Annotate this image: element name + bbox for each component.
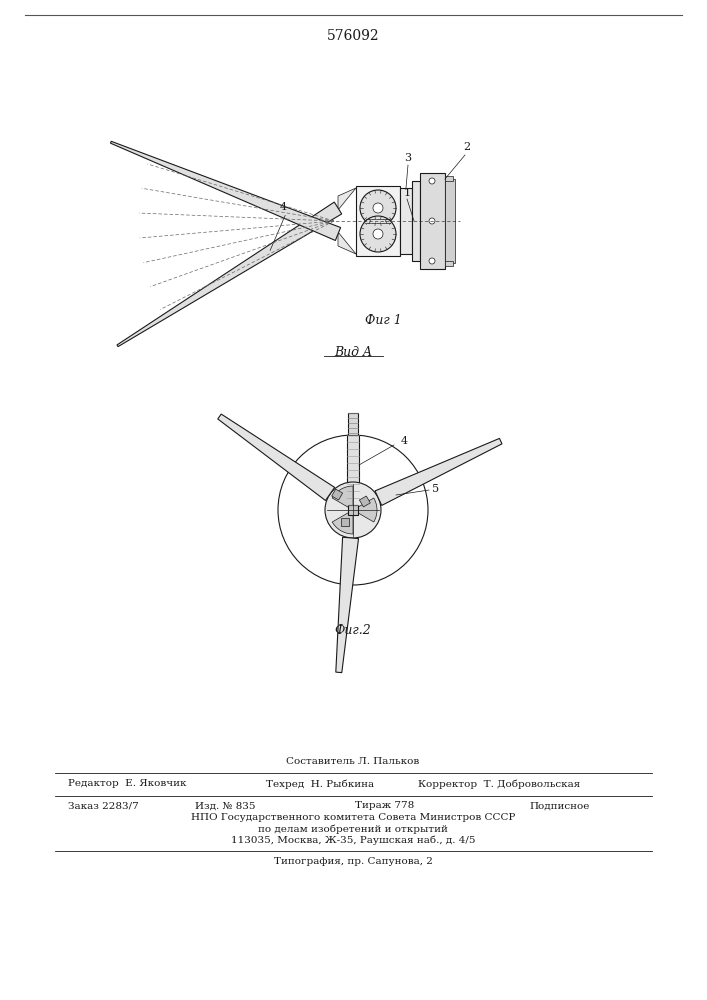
- Text: Корректор  Т. Добровольская: Корректор Т. Добровольская: [418, 779, 580, 789]
- Bar: [347, 435, 359, 510]
- Text: Техред  Н. Рыбкина: Техред Н. Рыбкина: [266, 779, 374, 789]
- Text: Фиг 1: Фиг 1: [365, 314, 402, 326]
- Text: по делам изобретений и открытий: по делам изобретений и открытий: [258, 824, 448, 834]
- Polygon shape: [117, 202, 341, 347]
- Polygon shape: [218, 414, 334, 500]
- Polygon shape: [338, 188, 356, 210]
- Text: 5: 5: [433, 484, 440, 494]
- Circle shape: [373, 229, 383, 239]
- Text: Редактор  Е. Яковчик: Редактор Е. Яковчик: [68, 780, 187, 788]
- Text: Заказ 2283/7: Заказ 2283/7: [68, 802, 139, 810]
- Circle shape: [429, 218, 435, 224]
- Text: 576092: 576092: [327, 29, 380, 43]
- Bar: [445, 261, 453, 266]
- Bar: [341, 518, 349, 526]
- Circle shape: [429, 258, 435, 264]
- Text: 2: 2: [463, 142, 471, 152]
- Text: Изд. № 835: Изд. № 835: [194, 802, 255, 810]
- Text: 3: 3: [404, 153, 411, 163]
- Bar: [445, 179, 455, 263]
- Bar: [400, 188, 412, 254]
- Circle shape: [360, 190, 396, 226]
- Polygon shape: [110, 141, 341, 240]
- Text: 4: 4: [400, 436, 407, 446]
- Polygon shape: [375, 438, 502, 505]
- Bar: [420, 173, 445, 269]
- Circle shape: [325, 482, 381, 538]
- Text: 4: 4: [279, 202, 287, 212]
- Wedge shape: [353, 498, 377, 522]
- Text: Тираж 778: Тираж 778: [356, 802, 414, 810]
- Bar: [359, 496, 370, 507]
- Text: НПО Государственного комитета Совета Министров СССР: НПО Государственного комитета Совета Мин…: [191, 814, 515, 822]
- Polygon shape: [336, 537, 358, 673]
- Text: 113035, Москва, Ж-35, Раушская наб., д. 4/5: 113035, Москва, Ж-35, Раушская наб., д. …: [230, 835, 475, 845]
- Text: Подписное: Подписное: [530, 802, 590, 810]
- Bar: [445, 176, 453, 181]
- Text: Вид A: Вид A: [334, 346, 372, 359]
- Text: 1: 1: [404, 188, 411, 198]
- Text: Фиг.2: Фиг.2: [334, 624, 371, 637]
- Circle shape: [429, 178, 435, 184]
- Bar: [348, 505, 358, 515]
- Circle shape: [373, 203, 383, 213]
- Bar: [412, 181, 420, 261]
- Wedge shape: [332, 486, 353, 510]
- Text: Составитель Л. Пальков: Составитель Л. Пальков: [286, 758, 420, 766]
- Bar: [348, 413, 358, 435]
- Circle shape: [278, 435, 428, 585]
- Bar: [356, 186, 400, 256]
- Text: Типография, пр. Сапунова, 2: Типография, пр. Сапунова, 2: [274, 857, 433, 866]
- Wedge shape: [332, 510, 353, 534]
- Polygon shape: [338, 232, 356, 254]
- Circle shape: [360, 216, 396, 252]
- Bar: [332, 489, 343, 500]
